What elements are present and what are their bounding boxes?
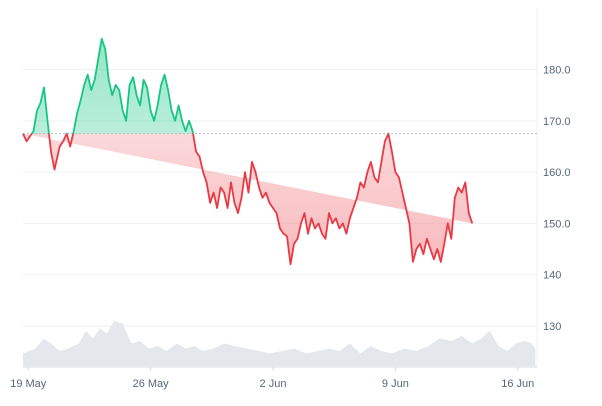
price-fill	[23, 38, 473, 265]
y-tick-label: 160.0	[543, 167, 571, 179]
price-line-above[interactable]	[22, 37, 472, 265]
price-line[interactable]	[22, 37, 474, 266]
y-tick-label: 140	[543, 270, 561, 282]
x-tick-label: 16 Jun	[501, 378, 534, 390]
y-tick-label: 150.0	[543, 218, 571, 230]
x-tick-label: 9 Jun	[382, 378, 409, 390]
above-baseline-fill	[23, 38, 389, 134]
y-tick-label: 180.0	[543, 65, 571, 77]
y-tick-label: 130	[543, 321, 561, 333]
volume-area	[23, 321, 536, 366]
x-tick-label: 19 May	[10, 378, 47, 390]
x-axis: 19 May 26 May 2 Jun 9 Jun 16 Jun	[10, 367, 534, 390]
x-tick-label: 2 Jun	[260, 378, 287, 390]
price-line-below[interactable]	[22, 39, 474, 266]
volume-series	[23, 321, 536, 366]
below-baseline-fill	[23, 133, 473, 265]
x-tick-label: 26 May	[133, 378, 170, 390]
y-tick-label: 170.0	[543, 116, 571, 128]
y-axis: 180.0 170.0 160.0 150.0 140 130	[543, 65, 571, 333]
